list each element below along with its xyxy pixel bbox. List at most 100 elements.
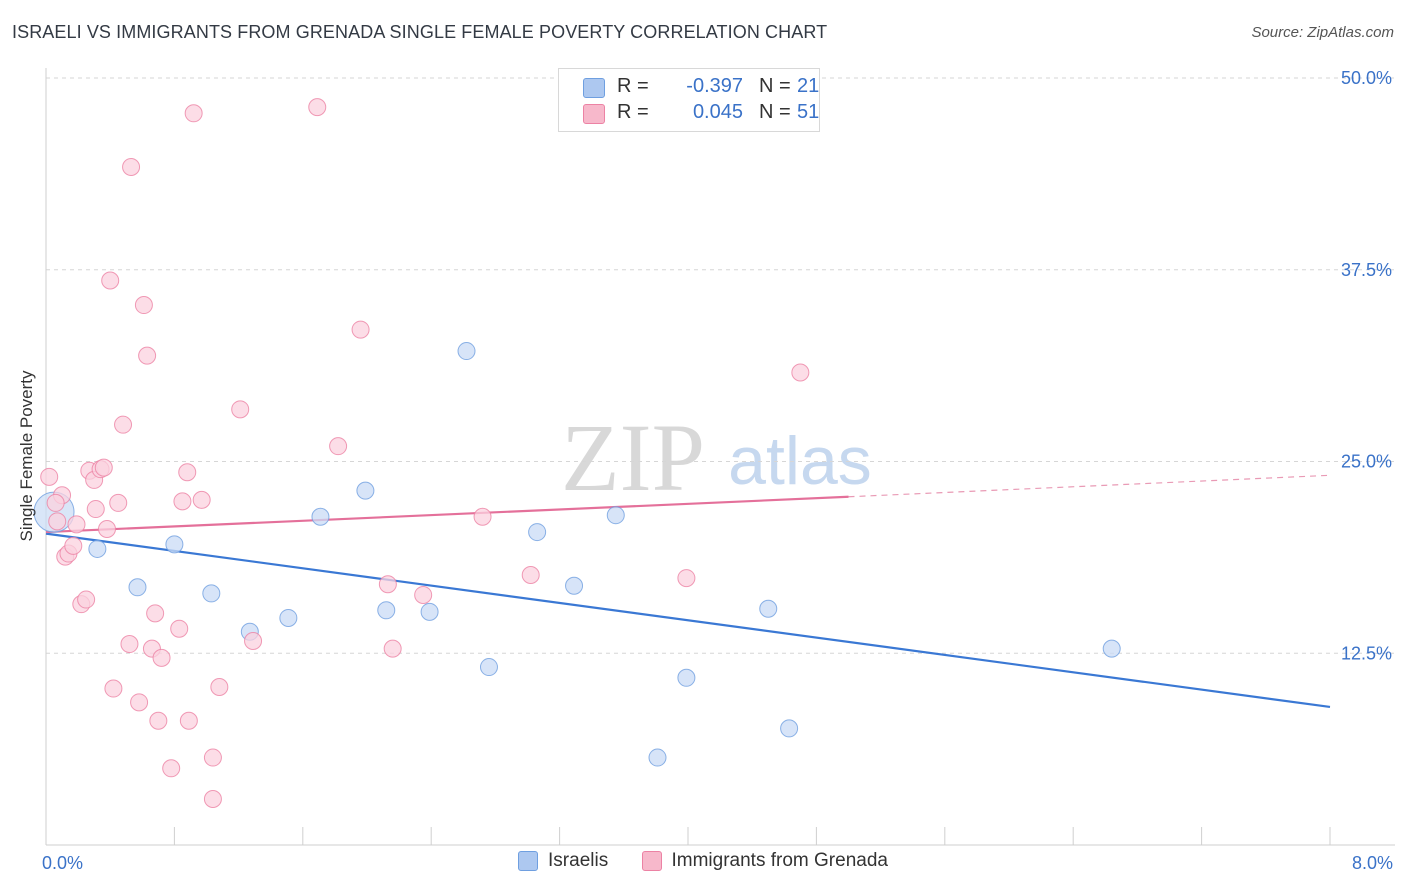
source-label: Source: ZipAtlas.com	[1251, 24, 1394, 41]
point-grenada	[308, 98, 327, 117]
point-grenada	[64, 536, 83, 555]
point-grenada	[203, 789, 222, 808]
point-grenada	[329, 437, 348, 456]
point-grenada	[122, 157, 141, 176]
point-grenada	[378, 575, 397, 594]
trend-line-grenada	[45, 495, 849, 534]
point-israelis	[165, 535, 184, 554]
trend-line-israelis	[45, 532, 1331, 709]
point-israelis	[377, 601, 396, 620]
n-value: 21	[797, 75, 820, 97]
point-grenada	[521, 566, 540, 585]
point-grenada	[97, 519, 116, 538]
point-grenada	[351, 320, 370, 339]
x-tick-label: 8.0%	[1352, 853, 1393, 873]
point-israelis	[479, 658, 498, 677]
point-grenada	[383, 639, 402, 658]
point-grenada	[130, 693, 149, 712]
legend-item-israelis: Israelis	[518, 850, 608, 872]
chart-title: ISRAELI VS IMMIGRANTS FROM GRENADA SINGL…	[12, 22, 828, 42]
point-israelis	[457, 342, 476, 361]
axes	[45, 68, 1395, 846]
tick-labels: 12.5% 25.0% 37.5% 50.0% 0.0% 8.0%	[42, 68, 1393, 873]
stats-swatch-grenada	[583, 104, 605, 124]
point-israelis	[88, 539, 107, 558]
data-points	[33, 98, 1121, 808]
point-grenada	[162, 759, 181, 778]
point-grenada	[86, 500, 105, 519]
n-label: N =	[759, 101, 791, 123]
point-grenada	[114, 415, 133, 434]
y-axis-label: Single Female Poverty	[17, 370, 36, 542]
n-label: N =	[759, 75, 791, 97]
y-tick-label: 25.0%	[1341, 452, 1392, 472]
point-grenada	[231, 400, 250, 419]
point-grenada	[173, 492, 192, 511]
point-israelis	[279, 608, 298, 627]
point-israelis	[1102, 639, 1121, 658]
watermark: ZIP atlas	[561, 404, 872, 511]
point-grenada	[170, 619, 189, 638]
r-label: R =	[617, 101, 649, 123]
point-grenada	[146, 604, 165, 623]
point-grenada	[192, 490, 211, 509]
point-israelis	[420, 602, 439, 621]
bottom-legend: Israelis Immigrants from Grenada	[0, 850, 1406, 877]
y-tick-label: 50.0%	[1341, 68, 1392, 88]
point-grenada	[473, 507, 492, 526]
point-grenada	[184, 104, 203, 123]
point-grenada	[120, 635, 139, 654]
trend-lines	[45, 474, 1331, 709]
r-value: -0.397	[686, 75, 743, 97]
point-grenada	[104, 679, 123, 698]
point-grenada	[414, 585, 433, 604]
x-tick-label: 0.0%	[42, 853, 83, 873]
point-grenada	[109, 493, 128, 512]
legend-label-israelis: Israelis	[548, 850, 609, 871]
point-grenada	[244, 631, 263, 650]
point-grenada	[210, 677, 229, 696]
point-israelis	[759, 599, 778, 618]
point-grenada	[48, 512, 67, 531]
point-grenada	[77, 590, 96, 609]
stats-swatch-israelis	[583, 78, 605, 98]
point-grenada	[67, 515, 86, 534]
point-israelis	[677, 668, 696, 687]
point-israelis	[606, 506, 625, 525]
trend-line-grenada-extension	[848, 474, 1331, 498]
y-tick-label: 37.5%	[1341, 260, 1392, 280]
point-grenada	[46, 493, 65, 512]
point-israelis	[202, 584, 221, 603]
point-grenada	[152, 648, 171, 667]
point-israelis	[565, 576, 584, 595]
point-grenada	[203, 748, 222, 767]
point-grenada	[149, 711, 168, 730]
point-grenada	[40, 467, 59, 486]
legend-item-grenada: Immigrants from Grenada	[641, 850, 888, 872]
point-israelis	[356, 481, 375, 500]
point-grenada	[138, 346, 157, 365]
point-israelis	[311, 507, 330, 526]
r-label: R =	[617, 75, 649, 97]
point-israelis	[528, 523, 547, 542]
y-tick-label: 12.5%	[1341, 643, 1392, 663]
legend-label-grenada: Immigrants from Grenada	[671, 850, 888, 871]
point-grenada	[134, 296, 153, 315]
point-grenada	[101, 271, 120, 290]
point-israelis	[780, 719, 799, 738]
point-israelis	[128, 578, 147, 597]
point-grenada	[178, 463, 197, 482]
point-grenada	[677, 569, 696, 588]
legend-swatch-israelis	[518, 851, 539, 871]
point-grenada	[791, 363, 810, 382]
legend-swatch-grenada	[641, 851, 662, 871]
r-value: 0.045	[692, 101, 743, 123]
grid	[46, 77, 1395, 654]
watermark-zip: ZIP	[561, 404, 705, 511]
stats-legend: R = -0.397 N = 21 R = 0.045 N = 51	[558, 68, 820, 132]
n-value: 51	[797, 101, 820, 123]
point-grenada	[94, 458, 113, 477]
point-israelis	[648, 748, 667, 767]
point-grenada	[179, 711, 198, 730]
